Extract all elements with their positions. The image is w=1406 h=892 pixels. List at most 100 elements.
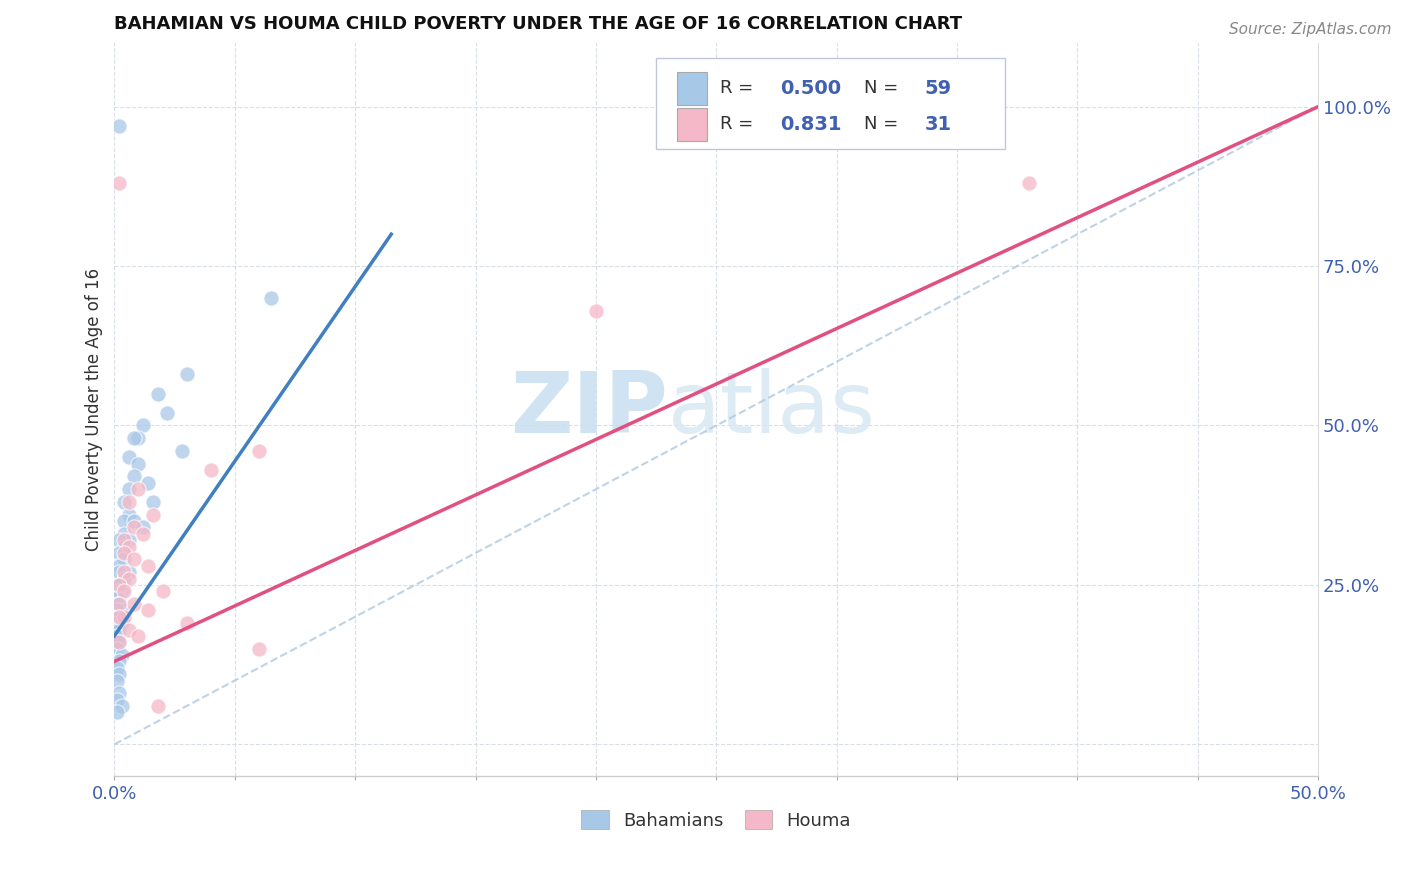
- Point: [112, 552, 135, 566]
- Point: [105, 603, 128, 617]
- Text: ZIP: ZIP: [510, 368, 668, 451]
- Point: [108, 591, 131, 605]
- Point: [105, 623, 128, 637]
- Point: [247, 641, 270, 656]
- Point: [105, 597, 128, 611]
- Point: [112, 527, 135, 541]
- FancyBboxPatch shape: [676, 71, 707, 104]
- Point: [111, 699, 134, 714]
- Point: [112, 533, 135, 548]
- Point: [108, 546, 131, 560]
- Text: N =: N =: [865, 115, 904, 134]
- Point: [111, 616, 134, 631]
- Point: [132, 520, 155, 534]
- Point: [122, 514, 145, 528]
- FancyBboxPatch shape: [657, 58, 1005, 149]
- Point: [108, 654, 131, 668]
- Point: [146, 699, 169, 714]
- Point: [122, 597, 145, 611]
- Point: [105, 641, 128, 656]
- Point: [142, 495, 165, 509]
- Point: [1018, 176, 1040, 190]
- Point: [105, 616, 128, 631]
- FancyBboxPatch shape: [676, 108, 707, 141]
- Point: [122, 469, 145, 483]
- Text: 59: 59: [925, 78, 952, 98]
- Point: [127, 629, 149, 643]
- Point: [156, 406, 179, 420]
- Point: [127, 431, 149, 445]
- Point: [105, 629, 128, 643]
- Point: [105, 584, 128, 599]
- Point: [108, 578, 131, 592]
- Point: [142, 508, 165, 522]
- Point: [200, 463, 222, 477]
- Point: [105, 706, 128, 720]
- Point: [118, 623, 141, 637]
- Point: [176, 368, 198, 382]
- Point: [146, 386, 169, 401]
- Point: [585, 303, 607, 318]
- Point: [122, 552, 145, 566]
- Point: [108, 578, 131, 592]
- Text: 31: 31: [925, 115, 952, 134]
- Point: [127, 457, 149, 471]
- Point: [118, 450, 141, 465]
- Point: [105, 609, 128, 624]
- Point: [111, 603, 134, 617]
- Point: [108, 667, 131, 681]
- Point: [108, 578, 131, 592]
- Point: [112, 540, 135, 554]
- Point: [127, 482, 149, 496]
- Point: [105, 635, 128, 649]
- Point: [118, 495, 141, 509]
- Point: [136, 558, 159, 573]
- Point: [108, 635, 131, 649]
- Point: [112, 565, 135, 579]
- Legend: Bahamians, Houma: Bahamians, Houma: [574, 803, 858, 837]
- Text: R =: R =: [720, 79, 759, 97]
- Text: Source: ZipAtlas.com: Source: ZipAtlas.com: [1229, 22, 1392, 37]
- Point: [108, 558, 131, 573]
- Point: [132, 527, 155, 541]
- Point: [112, 572, 135, 586]
- Point: [105, 692, 128, 706]
- Text: N =: N =: [865, 79, 904, 97]
- Point: [108, 119, 131, 133]
- Point: [136, 475, 159, 490]
- Point: [112, 584, 135, 599]
- Point: [118, 533, 141, 548]
- Point: [247, 444, 270, 458]
- Point: [118, 572, 141, 586]
- Point: [118, 565, 141, 579]
- Point: [118, 482, 141, 496]
- Point: [118, 540, 141, 554]
- Point: [122, 520, 145, 534]
- Text: atlas: atlas: [668, 368, 876, 451]
- Text: BAHAMIAN VS HOUMA CHILD POVERTY UNDER THE AGE OF 16 CORRELATION CHART: BAHAMIAN VS HOUMA CHILD POVERTY UNDER TH…: [114, 15, 963, 33]
- Point: [105, 591, 128, 605]
- Point: [108, 635, 131, 649]
- Point: [105, 673, 128, 688]
- Point: [132, 418, 155, 433]
- Point: [170, 444, 193, 458]
- Point: [112, 609, 135, 624]
- Point: [118, 508, 141, 522]
- Point: [260, 291, 283, 305]
- Point: [112, 546, 135, 560]
- Point: [108, 565, 131, 579]
- Point: [111, 648, 134, 662]
- Point: [112, 514, 135, 528]
- Text: R =: R =: [720, 115, 759, 134]
- Point: [108, 686, 131, 700]
- Point: [108, 176, 131, 190]
- Text: 0.500: 0.500: [780, 78, 841, 98]
- Point: [108, 533, 131, 548]
- Point: [111, 584, 134, 599]
- Point: [136, 603, 159, 617]
- Point: [108, 597, 131, 611]
- Point: [152, 584, 174, 599]
- Point: [176, 616, 198, 631]
- Point: [108, 609, 131, 624]
- Point: [112, 495, 135, 509]
